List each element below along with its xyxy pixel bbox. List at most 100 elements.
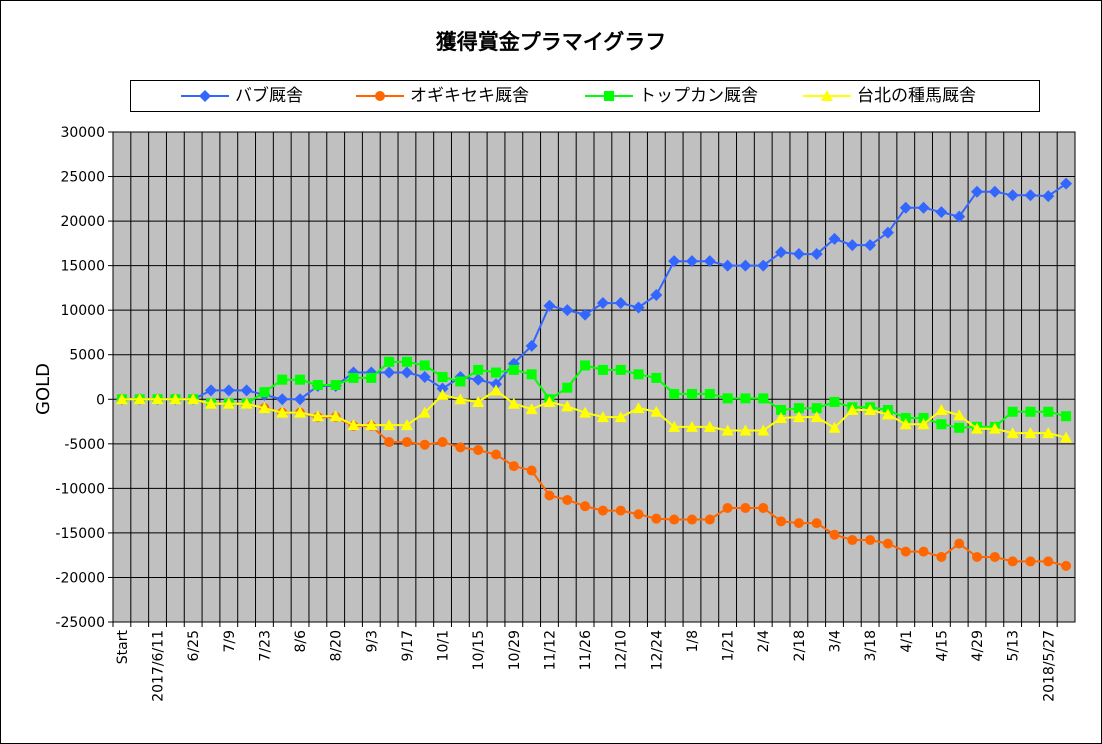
data-point-series-0 [935, 206, 948, 219]
x-tick-label: 2/4 [756, 630, 772, 653]
y-tick-label: -5000 [64, 437, 105, 453]
legend-marker-series-0 [181, 90, 229, 102]
data-point-series-0 [721, 259, 734, 272]
x-tick-label: 4/1 [899, 630, 915, 653]
x-tick-label: Start [115, 629, 131, 664]
y-tick-label: 15000 [60, 259, 105, 275]
data-point-series-3 [988, 422, 1001, 434]
data-point-series-1 [793, 518, 804, 529]
x-tick-label: 3/4 [828, 630, 844, 653]
data-point-series-0 [543, 299, 556, 312]
data-point-series-0 [881, 226, 894, 239]
data-point-series-0 [917, 201, 930, 214]
data-point-series-0 [739, 259, 752, 272]
data-point-series-0 [1024, 189, 1037, 202]
data-point-series-2 [1061, 411, 1072, 422]
data-point-series-3 [222, 397, 235, 409]
data-point-series-2 [259, 387, 270, 398]
data-point-series-0 [276, 393, 289, 406]
data-point-series-0 [775, 246, 788, 259]
data-point-series-3 [294, 406, 307, 418]
data-point-series-0 [650, 289, 663, 302]
data-point-series-2 [526, 369, 537, 380]
data-point-series-1 [865, 535, 876, 546]
data-point-series-0 [757, 259, 770, 272]
data-point-series-3 [846, 403, 859, 415]
x-tick-label: 3/18 [863, 630, 879, 661]
y-tick-label: -10000 [55, 481, 105, 497]
data-point-series-3 [614, 411, 627, 423]
y-tick-label: 25000 [60, 170, 105, 186]
data-point-series-2 [295, 374, 306, 385]
x-tick-label: 2018/5/27 [1041, 630, 1057, 702]
data-point-series-3 [436, 388, 449, 400]
data-point-series-2 [348, 372, 359, 383]
data-point-series-1 [776, 516, 787, 527]
data-point-series-2 [918, 412, 929, 423]
data-point-series-3 [650, 405, 663, 417]
x-tick-label: 8/6 [293, 630, 309, 653]
legend-marker-series-2 [585, 91, 633, 101]
legend-marker-series-1 [356, 91, 404, 101]
x-tick-label: 4/15 [934, 630, 950, 661]
data-point-series-3 [383, 419, 396, 431]
data-point-series-3 [1024, 427, 1037, 439]
data-point-series-3 [703, 420, 716, 432]
data-point-series-1 [847, 535, 858, 546]
data-point-series-1 [419, 439, 430, 450]
data-point-series-1 [1061, 560, 1072, 571]
data-point-series-3 [899, 418, 912, 430]
data-point-series-2 [651, 372, 662, 383]
data-point-series-0 [383, 366, 396, 379]
x-tick-label: 4/29 [970, 630, 986, 661]
data-point-series-3 [792, 411, 805, 423]
x-tick-label: 8/20 [329, 630, 345, 661]
data-point-series-1 [936, 551, 947, 562]
data-point-series-3 [240, 397, 253, 409]
chart-legend: バブ厩舎 オギキセキ厩舎 トップカン厩舎 台北の種馬厩舎 [130, 80, 1040, 112]
data-point-series-3 [864, 403, 877, 415]
data-point-series-1 [829, 529, 840, 540]
data-point-series-0 [899, 201, 912, 214]
data-point-series-3 [543, 395, 556, 407]
data-point-series-3 [775, 411, 788, 423]
data-point-series-1 [740, 502, 751, 513]
data-point-series-0 [846, 239, 859, 252]
data-point-series-1 [508, 461, 519, 472]
data-point-series-1 [1007, 556, 1018, 567]
data-point-series-2 [366, 372, 377, 383]
data-point-series-0 [436, 382, 449, 395]
data-point-series-1 [597, 505, 608, 516]
data-point-series-2 [437, 372, 448, 382]
data-point-series-3 [953, 409, 966, 421]
data-point-series-3 [596, 411, 609, 423]
data-point-series-1 [918, 546, 929, 557]
data-point-series-3 [1006, 427, 1019, 439]
data-point-series-3 [169, 393, 182, 405]
data-point-series-1 [384, 437, 395, 448]
data-point-series-2 [1043, 406, 1054, 417]
data-point-series-2 [312, 380, 323, 391]
data-point-series-1 [722, 502, 733, 513]
data-point-series-0 [988, 185, 1001, 198]
data-point-series-0 [418, 371, 431, 383]
data-point-series-2 [401, 356, 412, 367]
data-point-series-0 [632, 301, 645, 314]
data-point-series-2 [793, 403, 804, 414]
y-tick-label: -25000 [55, 615, 105, 631]
y-tick-label: 5000 [69, 348, 105, 364]
data-point-series-3 [971, 422, 984, 434]
x-tick-label: 2/18 [792, 630, 808, 661]
data-point-series-1 [580, 501, 591, 512]
data-point-series-1 [989, 551, 1000, 562]
data-point-series-3 [881, 408, 894, 420]
data-point-series-0 [204, 384, 217, 397]
y-tick-label: 20000 [60, 214, 105, 230]
data-point-series-3 [133, 393, 146, 405]
data-point-series-0 [490, 378, 503, 391]
data-point-series-2 [330, 380, 341, 391]
data-point-series-2 [811, 403, 822, 414]
data-point-series-2 [419, 360, 430, 371]
data-point-series-3 [739, 424, 752, 436]
data-point-series-1 [704, 514, 715, 525]
